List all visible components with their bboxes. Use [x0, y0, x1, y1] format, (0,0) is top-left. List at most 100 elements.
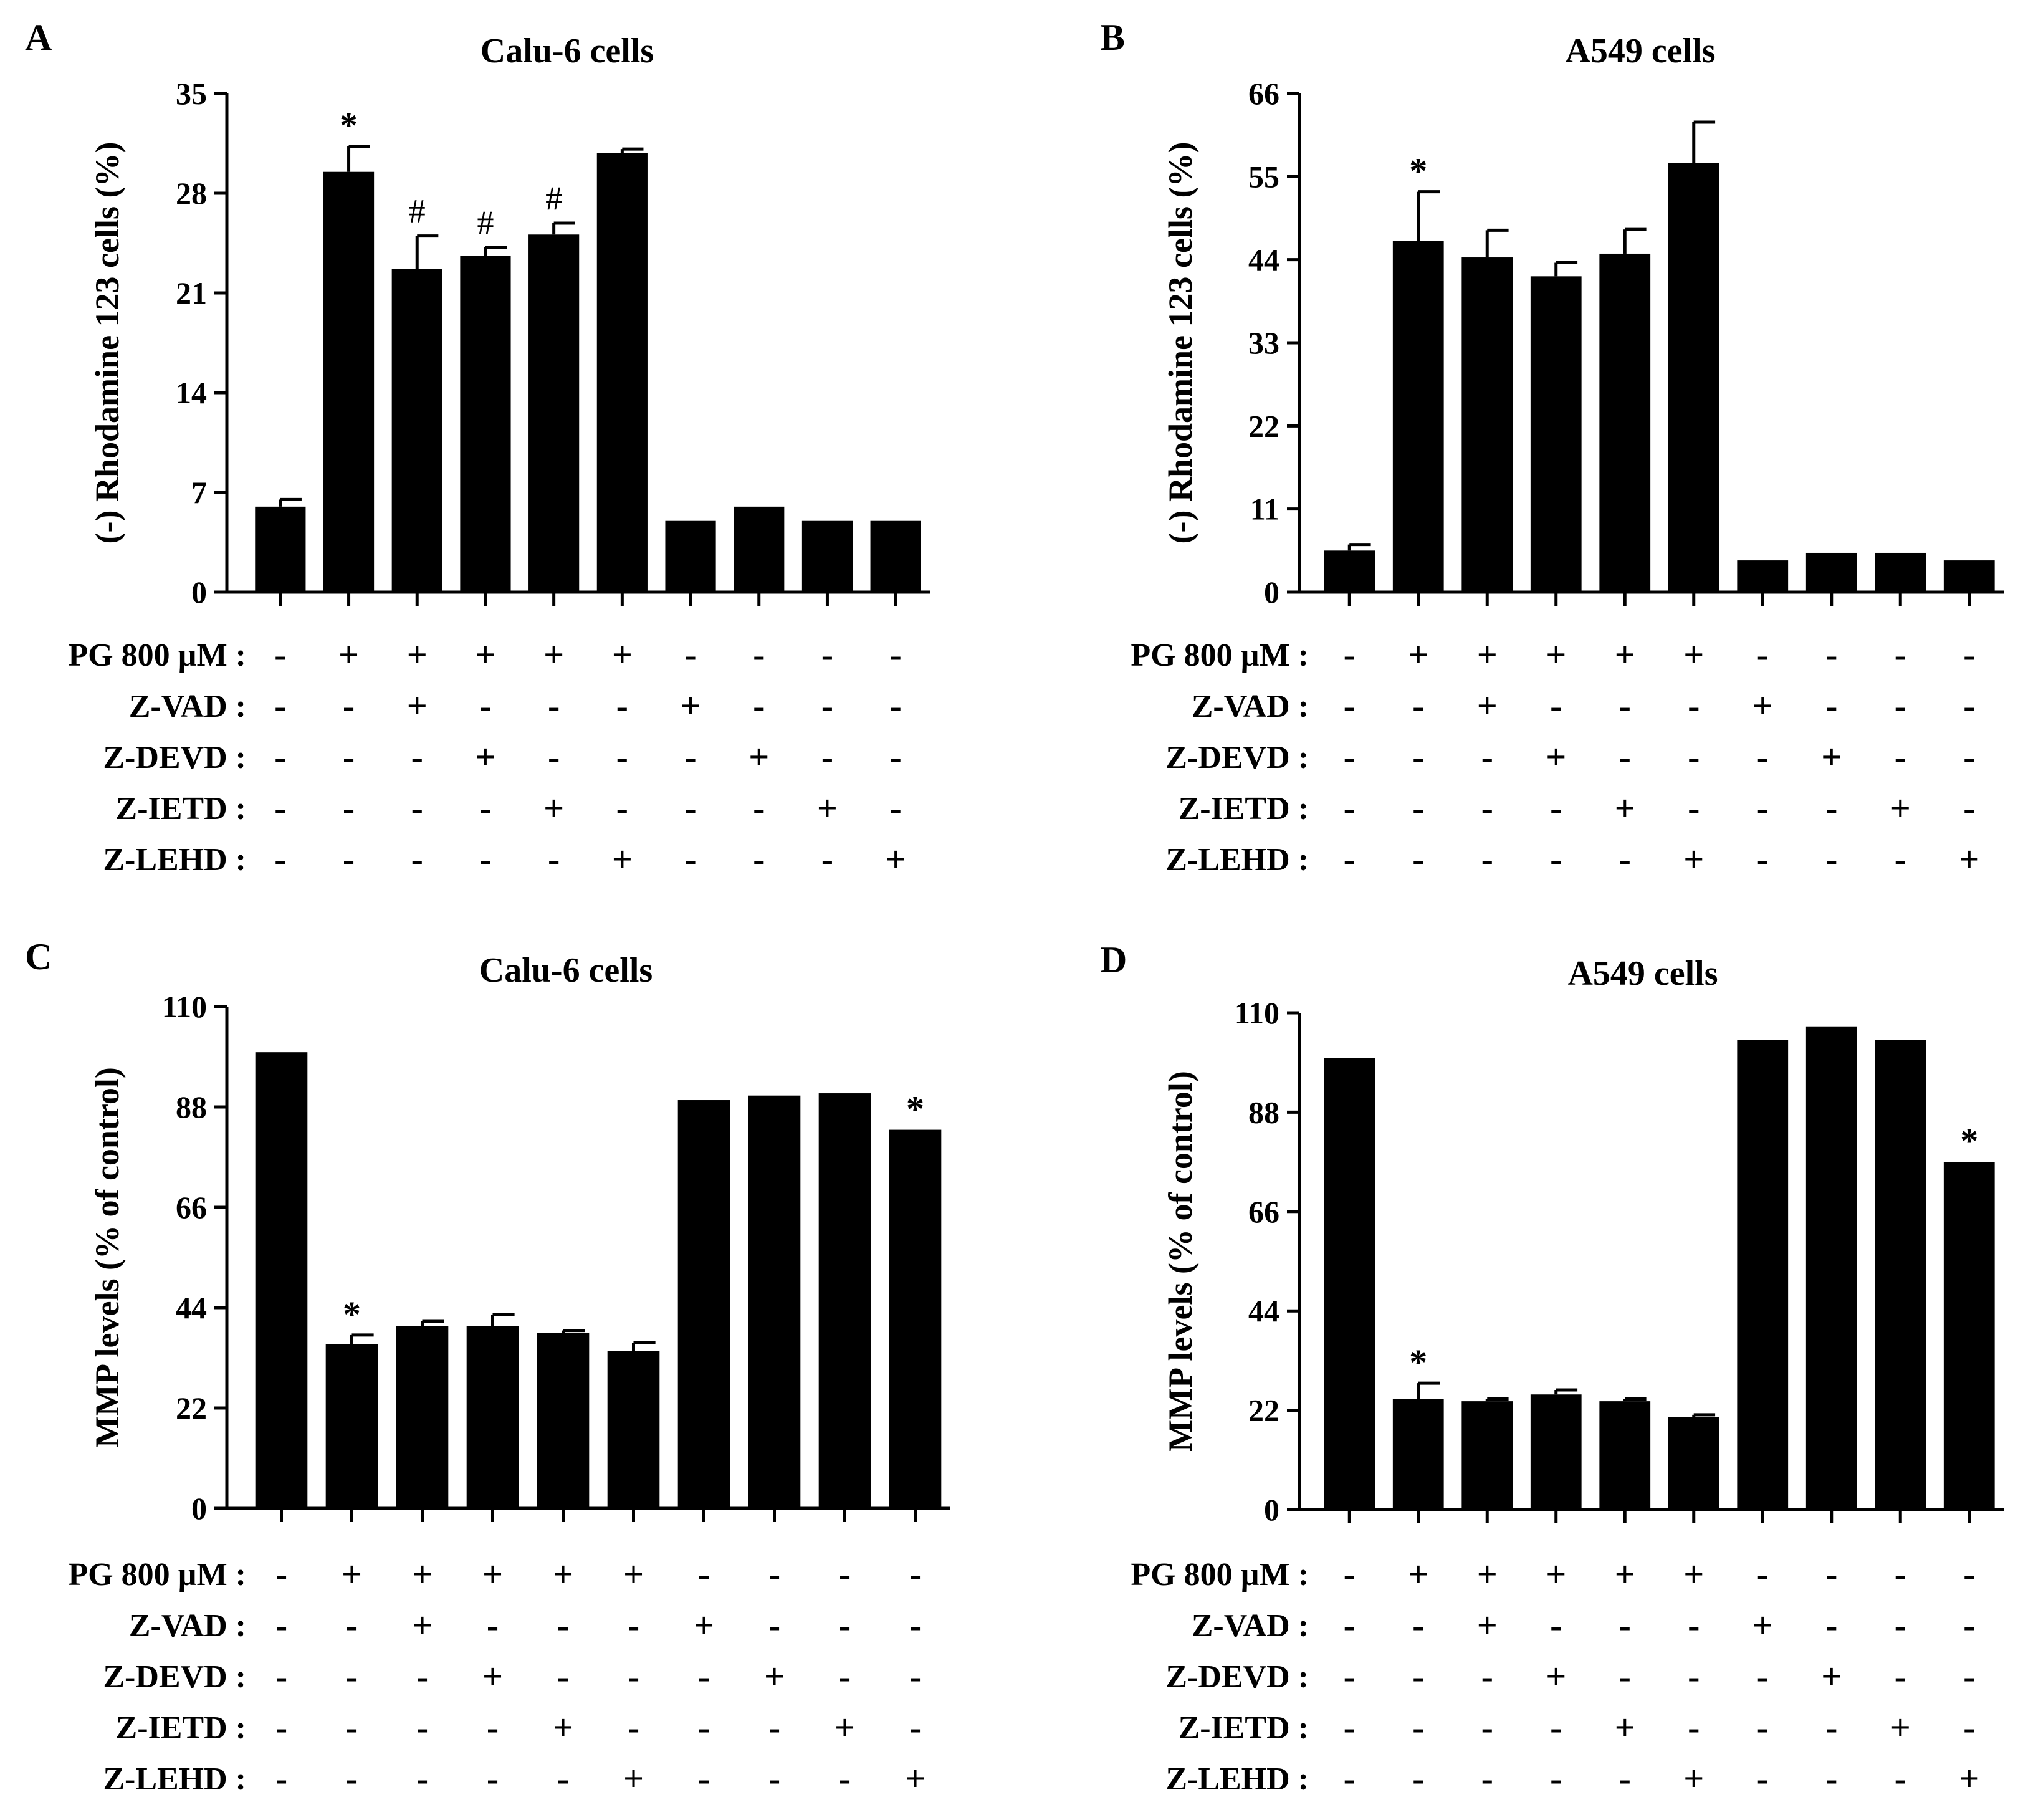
condition-sign: -: [1481, 737, 1493, 777]
condition-sign: -: [1825, 686, 1837, 726]
condition-sign: -: [275, 1605, 287, 1645]
bar: [665, 520, 716, 592]
condition-sign: -: [548, 737, 560, 777]
condition-sign: +: [543, 788, 564, 828]
bar: [255, 1052, 308, 1508]
bar: [1461, 1401, 1513, 1510]
condition-label: Z-VAD :: [1192, 689, 1309, 724]
condition-sign: +: [1615, 635, 1635, 675]
condition-sign: -: [1481, 1758, 1493, 1799]
condition-sign: -: [1757, 1554, 1769, 1594]
condition-sign: -: [1825, 635, 1837, 675]
bar: [1943, 560, 1995, 592]
condition-sign: -: [487, 1605, 499, 1645]
y-tick-label: 88: [176, 1090, 207, 1124]
condition-sign: -: [768, 1605, 780, 1645]
bar: [1392, 1399, 1444, 1510]
condition-sign: +: [1683, 635, 1704, 675]
significance-mark: *: [906, 1089, 924, 1129]
y-tick-label: 44: [1248, 1293, 1279, 1328]
condition-sign: -: [1412, 1707, 1424, 1748]
panel-a: A Calu-6 cells (-) Rhodamine 123 cells (%)…: [25, 17, 930, 879]
bar: [1599, 1401, 1651, 1510]
significance-mark: *: [343, 1294, 361, 1334]
condition-sign: -: [1344, 1758, 1356, 1799]
panel-title: A549 cells: [1565, 32, 1715, 70]
condition-sign: -: [1825, 1707, 1837, 1748]
bar: [1461, 257, 1513, 593]
condition-sign: +: [342, 1554, 362, 1594]
condition-sign: +: [553, 1554, 573, 1594]
condition-sign: -: [411, 839, 423, 879]
condition-sign: -: [1963, 635, 1975, 675]
condition-sign: +: [338, 635, 359, 675]
condition-sign: -: [768, 1758, 780, 1799]
panel-letter: C: [25, 936, 52, 977]
condition-sign: -: [1344, 1554, 1356, 1594]
y-tick-label: 44: [1248, 242, 1279, 277]
condition-sign: -: [1619, 1605, 1631, 1645]
condition-sign: -: [684, 635, 696, 675]
condition-sign: +: [1683, 1758, 1704, 1799]
condition-sign: -: [346, 1656, 358, 1697]
condition-sign: -: [684, 839, 696, 879]
y-tick-label: 88: [1248, 1094, 1279, 1129]
bar: [255, 506, 306, 592]
bar: [596, 153, 648, 592]
condition-sign: -: [1481, 839, 1493, 879]
condition-sign: -: [1619, 1758, 1631, 1799]
y-tick-label: 0: [191, 1491, 207, 1526]
condition-sign: -: [1895, 737, 1906, 777]
condition-label: PG 800 µM :: [1131, 638, 1309, 673]
condition-sign: -: [1412, 1758, 1424, 1799]
condition-sign: -: [839, 1554, 851, 1594]
bar: [1392, 241, 1444, 592]
condition-sign: -: [616, 686, 628, 726]
condition-sign: -: [1412, 839, 1424, 879]
condition-sign: -: [889, 686, 901, 726]
condition-sign: -: [411, 737, 423, 777]
condition-sign: +: [1615, 788, 1635, 828]
condition-sign: -: [346, 1605, 358, 1645]
condition-label: Z-LEHD :: [103, 842, 246, 878]
bar: [325, 1344, 378, 1508]
condition-sign: -: [1688, 1707, 1700, 1748]
condition-sign: -: [889, 737, 901, 777]
condition-sign: -: [274, 686, 286, 726]
condition-sign: -: [1825, 1554, 1837, 1594]
condition-sign: -: [1688, 1605, 1700, 1645]
condition-sign: -: [1963, 737, 1975, 777]
condition-sign: -: [753, 839, 765, 879]
condition-sign: -: [1963, 1656, 1975, 1697]
condition-label: PG 800 µM :: [68, 1557, 246, 1593]
condition-label: Z-LEHD :: [103, 1761, 246, 1797]
bar: [1668, 1417, 1719, 1510]
condition-sign: +: [1821, 1656, 1842, 1697]
condition-sign: +: [1683, 839, 1704, 879]
condition-label: Z-IETD :: [1179, 1710, 1309, 1746]
bar: [607, 1351, 660, 1508]
condition-sign: +: [1615, 1554, 1635, 1594]
condition-sign: -: [343, 686, 355, 726]
condition-sign: -: [1550, 1605, 1562, 1645]
condition-sign: +: [482, 1554, 503, 1594]
bar: [1599, 253, 1651, 592]
condition-sign: -: [1895, 1656, 1906, 1697]
condition-sign: +: [1477, 1605, 1498, 1645]
condition-sign: -: [1550, 788, 1562, 828]
condition-sign: -: [839, 1656, 851, 1697]
condition-sign: -: [1757, 788, 1769, 828]
y-tick-label: 0: [1264, 575, 1279, 610]
condition-label: Z-DEVD :: [1165, 740, 1309, 775]
bar: [1737, 560, 1789, 592]
condition-sign: -: [1412, 686, 1424, 726]
bar: [818, 1093, 871, 1508]
condition-label: Z-VAD :: [1192, 1608, 1309, 1644]
panel-d: D A549 cells MMP levels (% of control) 0 22 4…: [1100, 939, 2004, 1799]
condition-label: Z-DEVD :: [103, 1659, 246, 1695]
y-axis-label: MMP levels (% of control): [88, 1067, 126, 1448]
condition-sign: -: [1344, 1605, 1356, 1645]
condition-sign: -: [1688, 1656, 1700, 1697]
condition-sign: -: [1757, 1707, 1769, 1748]
condition-sign: -: [487, 1758, 499, 1799]
